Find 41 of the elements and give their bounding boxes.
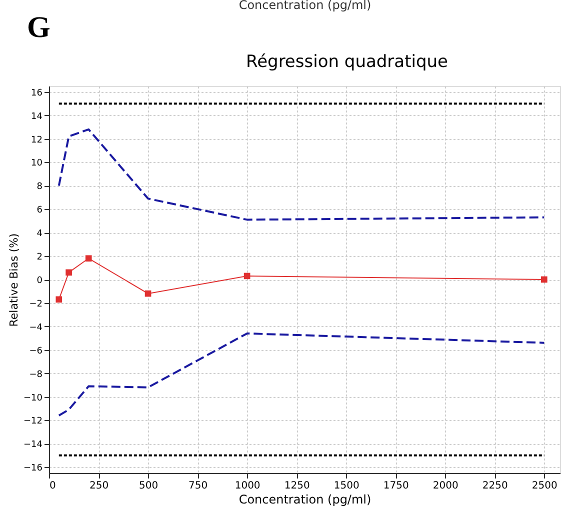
y-tick-label: 2 <box>36 252 42 263</box>
y-tick-label: −4 <box>29 322 43 333</box>
x-tick-label: 1000 <box>234 480 260 492</box>
x-tick-label: 2500 <box>532 480 558 492</box>
y-tick-label: 10 <box>31 158 43 169</box>
point <box>66 269 72 276</box>
y-tick-label: 4 <box>36 229 43 240</box>
y-tick-label: 0 <box>36 276 43 286</box>
x-tick-label: 0 <box>50 480 56 492</box>
y-tick-label: −8 <box>29 370 43 380</box>
y-axis-title: Relative Bias (%) <box>8 233 21 327</box>
point <box>56 296 62 303</box>
x-tick-label: 250 <box>89 480 109 492</box>
point <box>244 272 250 280</box>
line-series <box>58 332 546 417</box>
x-tick-label: 2000 <box>432 480 458 492</box>
y-tick-label: −16 <box>24 464 43 474</box>
x-tick-label: 2250 <box>482 480 508 492</box>
y-tick-label: 8 <box>36 182 43 192</box>
x-tick-label: 750 <box>188 480 208 492</box>
y-tick-label: 16 <box>31 88 43 98</box>
line-series <box>58 128 546 221</box>
y-tick-label: −14 <box>24 440 43 450</box>
x-tick-label: 1500 <box>334 480 360 492</box>
y-tick-label: 6 <box>36 206 43 216</box>
y-tick-label: −2 <box>29 299 42 310</box>
y-tick-label: 12 <box>31 135 42 146</box>
point <box>85 255 92 262</box>
y-tick-label: −10 <box>24 393 43 404</box>
x-axis-title: Concentration (pg/ml) <box>238 492 372 506</box>
x-tick-label: 500 <box>138 480 158 492</box>
x-tick-label: 1750 <box>383 480 409 492</box>
y-tick-label: −12 <box>24 416 42 427</box>
chart-title: Régression quadratique <box>246 52 448 72</box>
y-tick-label: 14 <box>31 112 43 122</box>
text: G <box>27 11 50 44</box>
point <box>144 290 152 297</box>
x-tick-label: 1250 <box>284 480 310 492</box>
text: Concentration (pg/ml) <box>238 0 372 12</box>
point <box>540 276 548 283</box>
y-tick-label: −6 <box>29 346 43 356</box>
